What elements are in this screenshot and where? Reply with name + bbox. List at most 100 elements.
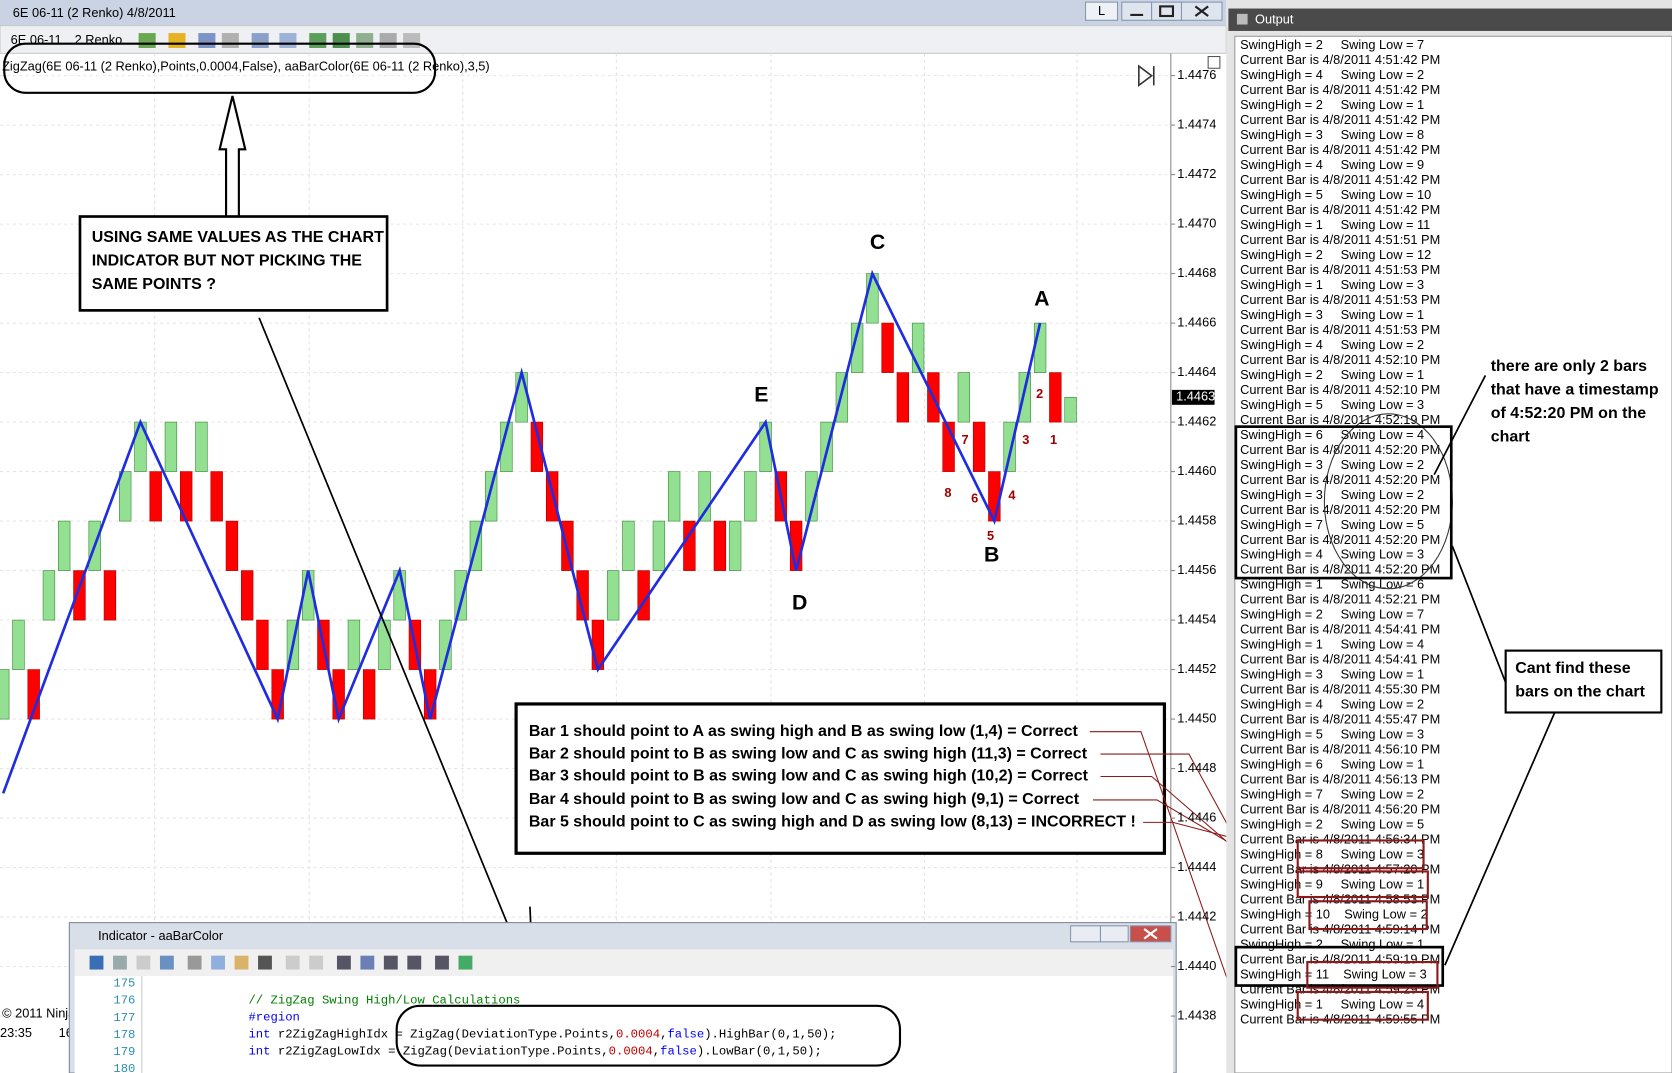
renko-brick xyxy=(850,322,864,373)
output-line: Current Bar is 4/8/2011 4:55:30 PM xyxy=(1240,682,1440,697)
price-tag-label: 1.4463 xyxy=(1176,389,1215,404)
line-number: 175 xyxy=(113,977,135,991)
panel-button[interactable] xyxy=(1207,55,1221,69)
note-text: there are only 2 bars xyxy=(1491,358,1647,375)
output-line: SwingHigh = 7 Swing Low = 2 xyxy=(1240,787,1424,802)
renko-brick xyxy=(73,570,86,621)
close-icon xyxy=(1143,928,1158,940)
maximize-button[interactable] xyxy=(1151,1,1183,21)
output-title-bar xyxy=(1228,8,1672,31)
output-line: SwingHigh = 4 Swing Low = 2 xyxy=(1240,337,1424,352)
renko-brick xyxy=(942,421,955,472)
output-line: SwingHigh = 1 Swing Low = 4 xyxy=(1240,637,1424,652)
minimize-button[interactable] xyxy=(1070,925,1101,943)
swing-point-label: C xyxy=(870,230,885,254)
y-tick-label: 1.4442 xyxy=(1177,908,1216,923)
copyright: © 2011 NinjaTr xyxy=(2,1006,87,1021)
bar-number: 1 xyxy=(1050,432,1057,447)
renko-brick xyxy=(1049,372,1062,423)
y-tick-label: 1.4438 xyxy=(1177,1007,1216,1022)
output-line: SwingHigh = 2 Swing Low = 1 xyxy=(1240,936,1424,951)
swing-point-label: A xyxy=(1034,286,1049,310)
bar-check-box xyxy=(514,702,1167,855)
time-label: 23:35 xyxy=(0,1025,32,1040)
swing-point-label: E xyxy=(754,382,768,406)
output-line: Current Bar is 4/8/2011 4:51:53 PM xyxy=(1240,262,1440,277)
code-line: // ZigZag Swing High/Low Calculations xyxy=(248,994,520,1008)
y-tick-label: 1.4462 xyxy=(1177,413,1216,428)
output-line: Current Bar is 4/8/2011 4:51:42 PM xyxy=(1240,172,1440,187)
renko-brick xyxy=(58,520,71,571)
renko-brick xyxy=(1003,421,1016,472)
highlight-ellipse xyxy=(395,1004,902,1067)
output-line: Current Bar is 4/8/2011 4:52:20 PM xyxy=(1240,562,1440,577)
bar-number: 4 xyxy=(1008,487,1016,502)
output-line: Current Bar is 4/8/2011 4:52:19 PM xyxy=(1240,412,1440,427)
output-line: Current Bar is 4/8/2011 4:51:42 PM xyxy=(1240,52,1440,67)
highlight-box xyxy=(1234,945,1445,987)
renko-brick xyxy=(210,471,223,522)
renko-brick xyxy=(911,322,925,373)
question-text: USING SAME VALUES AS THE CHART xyxy=(92,229,384,246)
output-line: SwingHigh = 3 Swing Low = 1 xyxy=(1240,307,1424,322)
output-line: SwingHigh = 4 Swing Low = 2 xyxy=(1240,697,1424,712)
restore-button[interactable] xyxy=(1099,925,1129,943)
output-line: Current Bar is 4/8/2011 4:51:42 PM xyxy=(1240,82,1440,97)
highlight-ellipse xyxy=(3,42,437,94)
output-line: SwingHigh = 6 Swing Low = 4 xyxy=(1240,427,1424,442)
note-text: bars on the chart xyxy=(1515,683,1645,700)
note-text: chart xyxy=(1491,429,1531,446)
output-title: Output xyxy=(1255,12,1294,27)
code-token: r2ZigZagLowIdx = ZigZag(DeviationType.Po… xyxy=(271,1045,609,1059)
y-tick-label: 1.4448 xyxy=(1177,760,1216,775)
link-button[interactable] xyxy=(1084,1,1119,21)
code-token: int xyxy=(248,1045,270,1059)
output-line: SwingHigh = 2 Swing Low = 5 xyxy=(1240,816,1424,831)
renko-brick xyxy=(805,471,818,522)
output-line: SwingHigh = 1 Swing Low = 11 xyxy=(1240,217,1430,232)
output-line: Current Bar is 4/8/2011 4:54:41 PM xyxy=(1240,622,1440,637)
output-line: Current Bar is 4/8/2011 4:51:42 PM xyxy=(1240,112,1440,127)
output-line: SwingHigh = 2 Swing Low = 12 xyxy=(1240,247,1431,262)
renko-brick xyxy=(1033,322,1047,373)
output-line: SwingHigh = 2 Swing Low = 7 xyxy=(1240,37,1424,52)
renko-brick xyxy=(972,421,986,472)
output-line: Current Bar is 4/8/2011 4:52:20 PM xyxy=(1240,472,1440,487)
scroll-end-icon[interactable] xyxy=(1138,64,1155,87)
output-line: Current Bar is 4/8/2011 4:51:53 PM xyxy=(1240,292,1440,307)
output-line: SwingHigh = 6 Swing Low = 1 xyxy=(1240,757,1424,772)
bar-number: 5 xyxy=(987,528,994,543)
swing-point-label: B xyxy=(984,542,999,566)
chart-window xyxy=(0,0,1226,1073)
bar-number: 3 xyxy=(1022,432,1029,447)
bar-number: 8 xyxy=(944,485,951,500)
line-number: 179 xyxy=(113,1045,135,1059)
output-line: SwingHigh = 1 Swing Low = 3 xyxy=(1240,277,1424,292)
output-line: Current Bar is 4/8/2011 4:59:19 PM xyxy=(1240,951,1440,966)
renko-brick xyxy=(42,570,56,621)
output-line: SwingHigh = 4 Swing Low = 9 xyxy=(1240,157,1424,172)
line-number: 177 xyxy=(113,1011,135,1025)
bar-number: 2 xyxy=(1036,386,1043,401)
renko-brick xyxy=(500,421,513,472)
title-bar xyxy=(0,0,1227,26)
output-line: SwingHigh = 3 Swing Low = 2 xyxy=(1240,457,1424,472)
renko-brick xyxy=(667,471,681,522)
minimize-button[interactable] xyxy=(1121,1,1153,21)
link-button-label[interactable]: L xyxy=(1098,3,1105,18)
output-line: Current Bar is 4/8/2011 4:51:53 PM xyxy=(1240,322,1440,337)
output-line: SwingHigh = 7 Swing Low = 5 xyxy=(1240,517,1424,532)
renko-brick xyxy=(0,669,10,720)
output-line: SwingHigh = 2 Swing Low = 1 xyxy=(1240,97,1424,112)
renko-brick xyxy=(744,471,757,522)
code-token: int xyxy=(248,1028,270,1042)
close-icon xyxy=(1194,5,1209,17)
renko-brick xyxy=(698,471,711,522)
price-tag xyxy=(1171,389,1215,405)
pointer-line xyxy=(1433,375,1487,476)
code-token: , xyxy=(660,1028,667,1042)
renko-brick xyxy=(530,421,544,472)
output-line: Current Bar is 4/8/2011 4:51:42 PM xyxy=(1240,202,1440,217)
output-line: SwingHigh = 11 Swing Low = 3 xyxy=(1240,966,1427,981)
